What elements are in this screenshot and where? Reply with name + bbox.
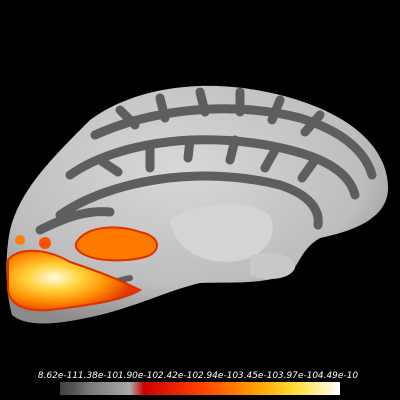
- colorbar-tick-label: 8.62e-11: [38, 371, 78, 381]
- colorbar-tick-label: 3.97e-10: [278, 371, 319, 381]
- colorbar-tick-label: 2.94e-10: [198, 371, 239, 381]
- colorbar-tick-label: 2.42e-10: [158, 371, 199, 381]
- colorbar-tick-label: 1.38e-10: [78, 371, 119, 381]
- colorbar: [60, 382, 340, 395]
- brain-surface: [6, 85, 389, 324]
- colorbar-tick-label: 4.49e-10: [318, 371, 359, 381]
- colorbar-tick-label: 3.45e-10: [238, 371, 279, 381]
- colorbar-tick-label: 1.90e-10: [118, 371, 159, 381]
- colorbar-ticks: 8.62e-11 1.38e-10 1.90e-10 2.42e-10 2.94e-10…: [38, 371, 359, 381]
- activation-map: [7, 226, 158, 312]
